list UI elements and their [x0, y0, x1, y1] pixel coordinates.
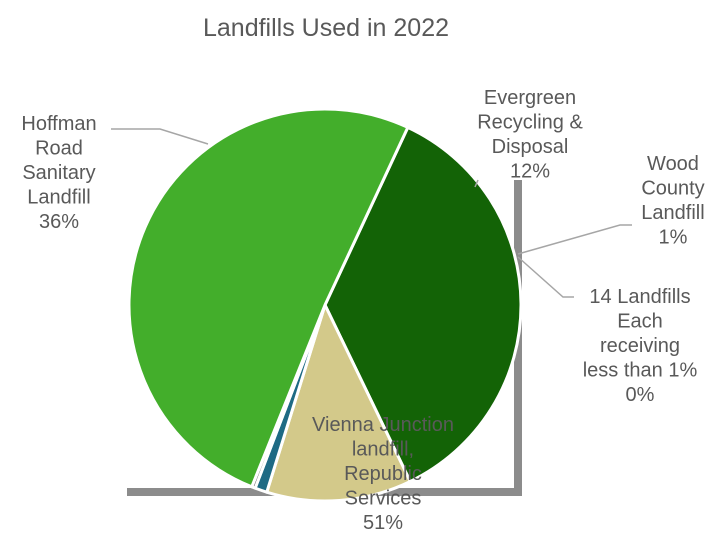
slice-label-line: Landfill	[27, 187, 90, 209]
leader-line-4	[517, 256, 574, 298]
leader-line-1	[111, 128, 209, 145]
leader-line-2	[474, 179, 479, 188]
slice-label-line: 14 Landfills	[589, 286, 690, 308]
pie-slice-2	[265, 303, 412, 503]
slice-label-4: 14 Landfills Each receiving less than 1% 0%	[583, 286, 698, 406]
slice-label-line: less than 1%	[583, 360, 698, 382]
leader-line-3	[517, 224, 632, 255]
slice-label-line: Vienna Junction	[312, 414, 454, 436]
slice-percent-label: 1%	[659, 227, 688, 249]
slice-percent-label: 51%	[363, 512, 403, 534]
pie-slice-1	[323, 125, 523, 483]
slice-label-line: Disposal	[492, 136, 569, 158]
slice-label-line: Sanitary	[22, 162, 95, 184]
slice-label-1: Hoffman Road Sanitary Landfill 36%	[21, 113, 96, 233]
slice-label-line: Each	[617, 311, 663, 333]
slice-label-line: Landfill	[641, 202, 704, 224]
slice-label-line: County	[641, 178, 704, 200]
slice-label-line: Hoffman	[21, 113, 96, 135]
slice-label-line: Services	[345, 488, 422, 510]
slice-labels: Hoffman Road Sanitary Landfill 36%Evergreen R…	[21, 87, 704, 534]
leader-lines	[111, 128, 632, 298]
slice-percent-label: 12%	[510, 161, 550, 183]
slice-label-line: Wood	[647, 153, 699, 175]
slice-label-line: Republic	[344, 463, 422, 485]
pie-slices	[127, 107, 523, 503]
slice-label-line: Evergreen	[484, 87, 576, 109]
slice-label-5: Vienna Junction landfill, Republic Services…	[312, 414, 454, 534]
slice-label-3: Wood County Landfill 1%	[641, 153, 704, 249]
slice-percent-label: 36%	[39, 211, 79, 233]
slice-label-line: landfill,	[352, 439, 414, 461]
slice-label-line: Road	[35, 138, 83, 160]
slice-percent-label: 0%	[626, 384, 655, 406]
slice-label-line: Recycling &	[477, 112, 583, 134]
slice-label-line: receiving	[600, 335, 680, 357]
pie-slice-5	[127, 107, 410, 489]
chart-title: Landfills Used in 2022	[203, 14, 449, 42]
slice-label-2: Evergreen Recycling & Disposal 12%	[477, 87, 583, 183]
